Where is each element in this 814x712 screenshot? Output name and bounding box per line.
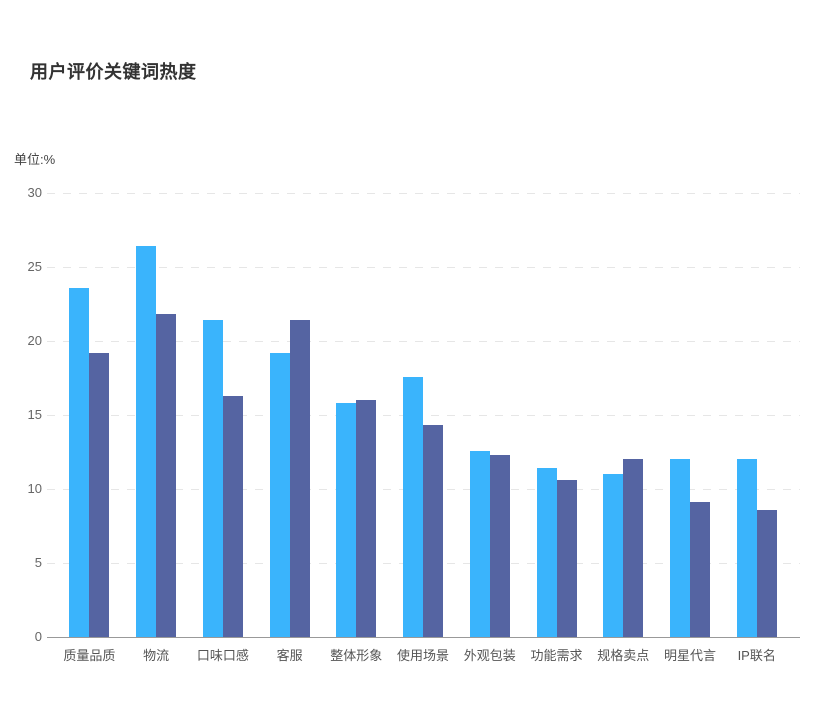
x-axis-label: 口味口感 [196, 648, 249, 663]
bar-group [523, 193, 590, 637]
bar-light-blue-series [136, 246, 157, 637]
bar-group [657, 193, 724, 637]
bar-group [323, 193, 390, 637]
bar-dark-blue-series [222, 396, 243, 637]
bar-group [590, 193, 657, 637]
bar-dark-blue-series [623, 459, 644, 637]
x-axis-label: 外观包装 [463, 648, 516, 663]
bar-dark-blue-series [756, 510, 777, 637]
bar-light-blue-series [469, 451, 490, 637]
x-axis-label: 物流 [143, 648, 170, 663]
grid-line [47, 193, 800, 194]
bar-group [123, 193, 190, 637]
x-axis-label: 质量品质 [63, 648, 116, 663]
chart-title: 用户评价关键词热度 [30, 62, 197, 82]
x-axis-label: 明星代言 [663, 648, 716, 663]
bar-light-blue-series [736, 459, 757, 637]
bar-group [456, 193, 523, 637]
grid-line [47, 341, 800, 342]
grid-line [47, 415, 800, 416]
y-tick-label: 0 [34, 629, 42, 644]
bar-dark-blue-series [489, 455, 510, 637]
x-axis-label: 功能需求 [530, 648, 583, 663]
x-axis-labels: 质量品质 物流 口味口感 客服 整体形象 使用场景 外观包装 功能需求 规格卖点 明星代言 IP联名 [56, 645, 790, 664]
bar-light-blue-series [536, 468, 557, 637]
y-tick-label: 15 [27, 407, 42, 422]
x-axis-label: 整体形象 [330, 648, 383, 663]
x-axis-label: 使用场景 [397, 648, 450, 663]
bar-light-blue-series [669, 459, 690, 637]
x-axis-line [47, 637, 800, 638]
y-tick-label: 30 [27, 185, 42, 200]
bar-dark-blue-series [156, 314, 177, 637]
bar-group [56, 193, 123, 637]
bar-light-blue-series [269, 353, 290, 637]
y-tick-label: 20 [27, 333, 42, 348]
bar-dark-blue-series [423, 425, 444, 637]
x-axis-label: 规格卖点 [597, 648, 650, 663]
bar-dark-blue-series [556, 480, 577, 637]
bar-light-blue-series [403, 377, 424, 637]
bars-layer [56, 193, 790, 637]
bar-dark-blue-series [89, 353, 110, 637]
bar-light-blue-series [336, 403, 357, 637]
bar-group [390, 193, 457, 637]
x-axis-label: 客服 [276, 648, 303, 663]
y-tick-label: 25 [27, 259, 42, 274]
bar-group [189, 193, 256, 637]
plot-area [47, 193, 800, 638]
bar-dark-blue-series [356, 400, 377, 637]
bar-dark-blue-series [289, 320, 310, 637]
bar-light-blue-series [202, 320, 223, 637]
bar-group [256, 193, 323, 637]
bar-light-blue-series [603, 474, 624, 637]
bar-group [723, 193, 790, 637]
y-axis-unit-label: 单位:% [14, 152, 56, 167]
y-tick-label: 5 [34, 555, 42, 570]
bar-dark-blue-series [689, 502, 710, 637]
bar-light-blue-series [69, 288, 90, 637]
x-axis-label: IP联名 [737, 648, 776, 663]
grid-line [47, 267, 800, 268]
y-tick-label: 10 [27, 481, 42, 496]
